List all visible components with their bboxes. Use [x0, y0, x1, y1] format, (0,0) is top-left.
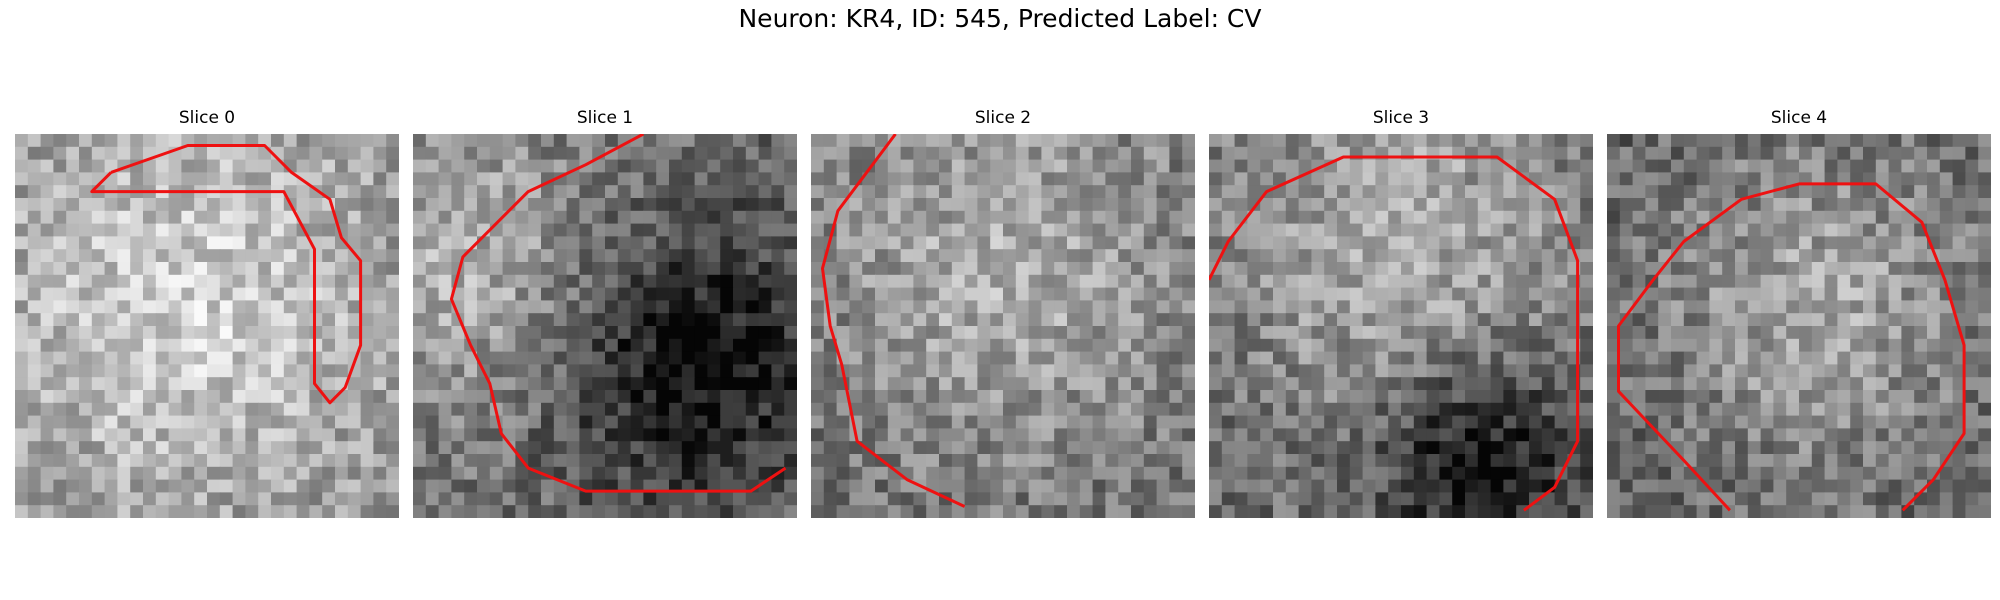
- figure-title: Neuron: KR4, ID: 545, Predicted Label: C…: [738, 4, 1262, 33]
- slice-image: [1607, 134, 1991, 518]
- slice-image: [1209, 134, 1593, 518]
- slice-title: Slice 2: [974, 108, 1032, 128]
- contour-line: [90, 144, 363, 405]
- slice-image: [15, 134, 399, 518]
- contour-line: [821, 134, 966, 508]
- contour-line: [1617, 182, 1966, 512]
- slice-title: Slice 3: [1372, 108, 1430, 128]
- slice-image: [811, 134, 1195, 518]
- contour-line: [449, 134, 787, 493]
- contour-line: [1209, 155, 1580, 512]
- slice-image: [413, 134, 797, 518]
- slice-title: Slice 4: [1770, 108, 1828, 128]
- slice-title: Slice 0: [178, 108, 236, 128]
- slice-title: Slice 1: [576, 108, 634, 128]
